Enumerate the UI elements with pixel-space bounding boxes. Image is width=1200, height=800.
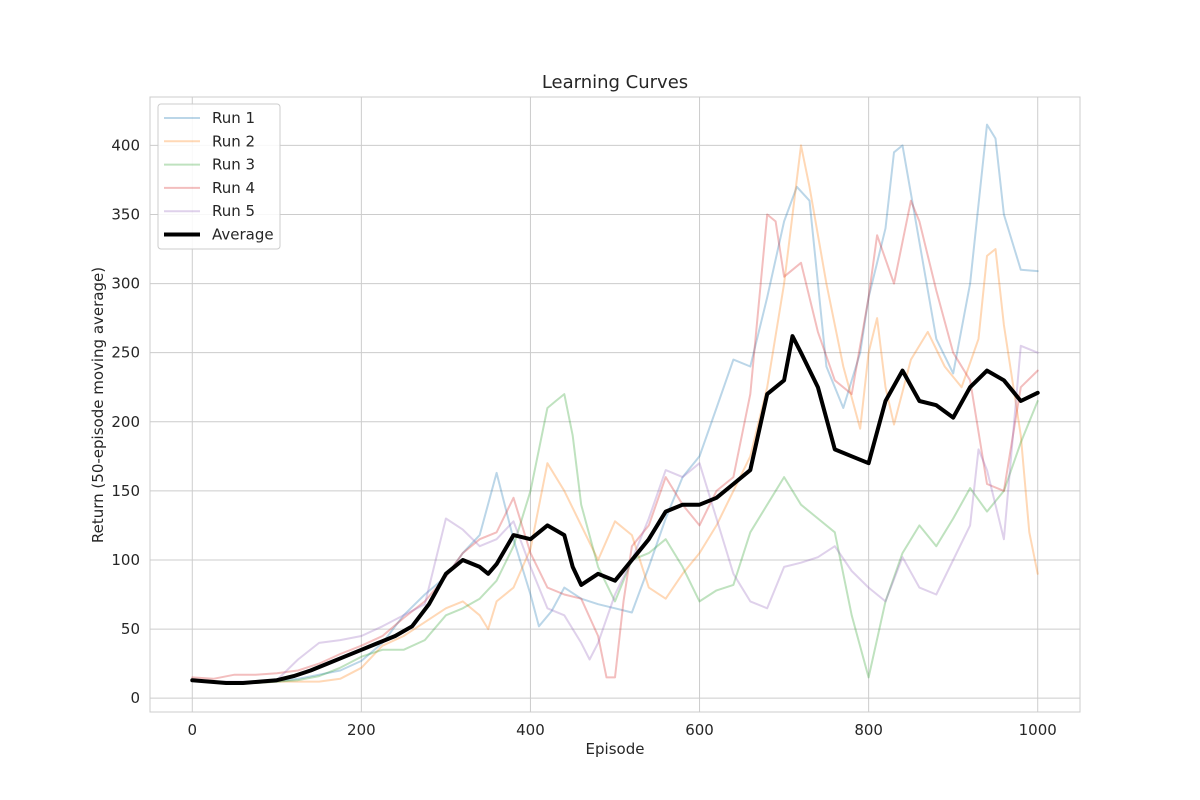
x-tick-label-400: 400 xyxy=(516,721,545,739)
legend-label-run-1: Run 1 xyxy=(212,109,255,127)
x-tick-label-600: 600 xyxy=(685,721,714,739)
y-axis-label: Return (50-episode moving average) xyxy=(89,267,107,543)
x-tick-labels: 0 200 400 600 800 1000 xyxy=(187,721,1056,739)
series-lines xyxy=(190,123,1040,685)
y-tick-label-350: 350 xyxy=(111,205,140,223)
series-line-run-4 xyxy=(191,199,1039,680)
y-tick-labels: 0 50 100 150 200 250 300 350 400 xyxy=(111,136,140,707)
y-tick-label-200: 200 xyxy=(111,413,140,431)
y-tick-label-300: 300 xyxy=(111,275,140,293)
y-tick-label-50: 50 xyxy=(121,620,140,638)
plot-background xyxy=(150,97,1080,712)
series-line-average xyxy=(190,334,1040,685)
chart-title: Learning Curves xyxy=(542,72,688,93)
plot-frame xyxy=(149,96,1081,713)
legend: Run 1 Run 2 Run 3 Run 4 Run 5 Average xyxy=(157,103,281,250)
y-tick-label-150: 150 xyxy=(111,482,140,500)
legend-label-run-2: Run 2 xyxy=(212,132,255,150)
y-tick-label-100: 100 xyxy=(111,551,140,569)
legend-label-average: Average xyxy=(212,226,274,244)
series-line-run-2 xyxy=(191,144,1039,684)
series-line-run-5 xyxy=(191,344,1039,683)
x-tick-label-200: 200 xyxy=(347,721,376,739)
x-tick-label-1000: 1000 xyxy=(1019,721,1057,739)
y-tick-label-400: 400 xyxy=(111,136,140,154)
grid xyxy=(150,97,1080,712)
x-tick-label-800: 800 xyxy=(854,721,883,739)
legend-label-run-4: Run 4 xyxy=(212,179,255,197)
x-axis-label: Episode xyxy=(586,740,645,758)
legend-label-run-5: Run 5 xyxy=(212,202,255,220)
series-line-run-1 xyxy=(191,123,1039,684)
y-tick-label-0: 0 xyxy=(130,689,140,707)
y-tick-label-250: 250 xyxy=(111,344,140,362)
legend-box xyxy=(157,103,281,250)
series-line-run-3 xyxy=(191,393,1039,684)
x-tick-label-0: 0 xyxy=(187,721,197,739)
legend-label-run-3: Run 3 xyxy=(212,156,255,174)
